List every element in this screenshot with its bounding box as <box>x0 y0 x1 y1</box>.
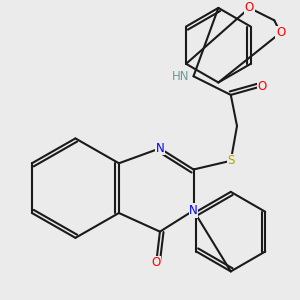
Text: HN: HN <box>172 70 189 83</box>
Text: O: O <box>276 26 285 39</box>
Text: S: S <box>227 154 235 167</box>
Text: O: O <box>257 80 266 93</box>
Text: O: O <box>245 2 254 14</box>
Text: O: O <box>152 256 161 269</box>
Text: N: N <box>156 142 164 155</box>
Text: N: N <box>189 204 198 217</box>
